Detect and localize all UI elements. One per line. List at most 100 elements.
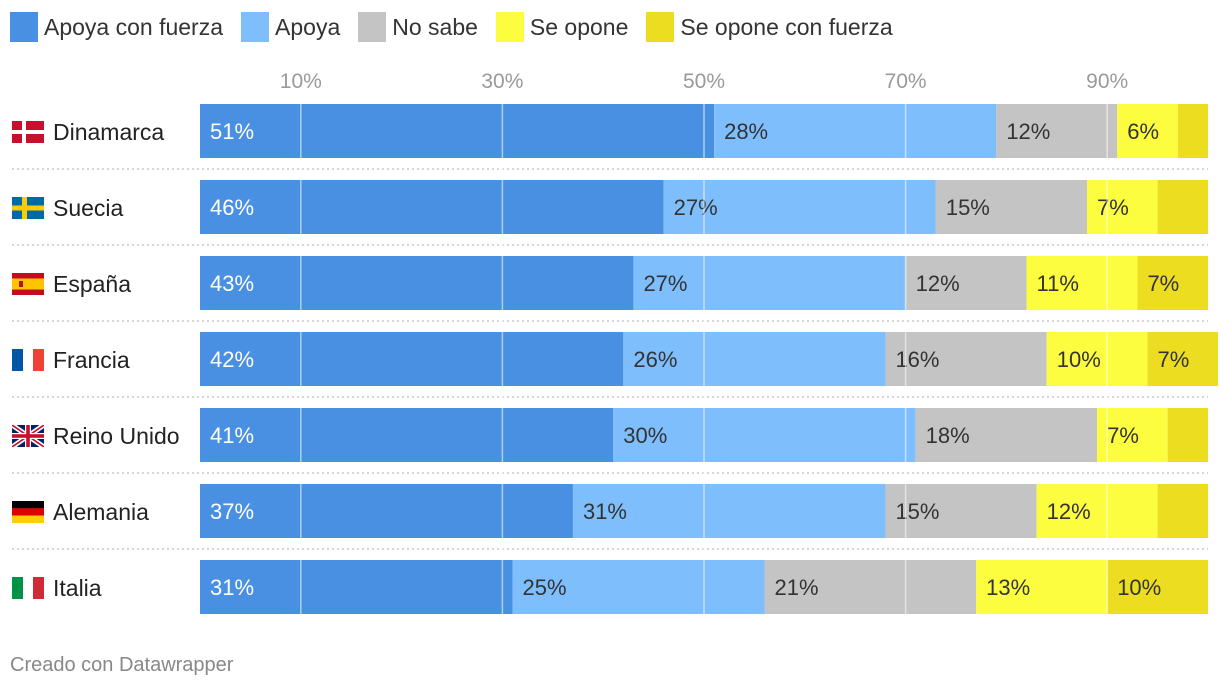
country-label: Reino Unido (53, 422, 180, 449)
bar-segment (1167, 408, 1208, 462)
sweden-flag-icon (12, 197, 44, 219)
bar-segment (885, 332, 1047, 386)
bar-segment (976, 560, 1108, 614)
bar-segment (915, 408, 1098, 462)
data-label: 27% (643, 271, 687, 296)
data-label: 7% (1158, 347, 1190, 372)
data-label: 11% (1037, 271, 1079, 296)
bar-segment (200, 560, 513, 614)
data-label: 41% (210, 423, 254, 448)
bar-segment (1177, 104, 1208, 158)
bar-segment (1026, 256, 1138, 310)
x-tick-label: 90% (1086, 70, 1128, 93)
legend-item-dont_know: No sabe (358, 12, 478, 42)
uk-flag-icon (12, 425, 44, 447)
legend-swatch (241, 12, 270, 42)
country-row: Suecia (12, 193, 123, 223)
data-label: 15% (946, 195, 990, 220)
bar-segment (200, 332, 624, 386)
country-row: Francia (12, 345, 130, 375)
x-tick-label: 50% (683, 70, 725, 93)
legend-label: Apoya (275, 13, 341, 40)
country-row: Dinamarca (12, 117, 164, 147)
data-label: 13% (986, 575, 1030, 600)
legend-item-strong_support: Apoya con fuerza (10, 12, 223, 42)
country-label: Alemania (53, 498, 149, 525)
data-label: 12% (1047, 499, 1091, 524)
legend-label: Apoya con fuerza (44, 13, 224, 40)
bar-segment (200, 484, 573, 538)
denmark-flag-icon (12, 121, 44, 143)
data-label: 31% (583, 499, 627, 524)
legend-item-support: Apoya (241, 12, 340, 42)
data-label: 37% (210, 499, 254, 524)
legend-swatch (495, 12, 524, 42)
bar-segment (714, 104, 997, 158)
x-tick-label: 10% (280, 70, 322, 93)
italy-flag-icon (12, 577, 44, 599)
bar-segment (996, 104, 1118, 158)
data-label: 7% (1107, 423, 1139, 448)
data-label: 46% (210, 195, 254, 220)
data-label: 10% (1117, 575, 1161, 600)
country-label: Italia (53, 574, 102, 601)
data-label: 6% (1127, 119, 1159, 144)
bar-segment (200, 256, 634, 310)
data-label: 15% (895, 499, 939, 524)
country-label: Francia (53, 346, 130, 373)
legend-item-oppose: Se opone (495, 12, 629, 42)
bar-segment (200, 104, 715, 158)
bar-segment (1117, 104, 1178, 158)
country-label: España (53, 270, 132, 297)
credit-footer: Creado con Datawrapper (10, 654, 234, 676)
bar-segment (633, 256, 906, 310)
data-label: 25% (522, 575, 566, 600)
data-label: 42% (210, 347, 254, 372)
data-label: 30% (623, 423, 667, 448)
france-flag-icon (12, 349, 44, 371)
bar-segment (1147, 332, 1219, 386)
country-row: Alemania (12, 497, 149, 527)
bar-segment (1157, 484, 1208, 538)
bar-segment (1036, 484, 1158, 538)
legend-label: No sabe (392, 13, 478, 40)
legend-item-strong_oppose: Se opone con fuerza (646, 12, 893, 42)
bar-segment (905, 256, 1027, 310)
legend-swatch (646, 12, 675, 42)
data-label: 7% (1097, 195, 1129, 220)
legend-swatch (10, 12, 38, 42)
data-label: 28% (724, 119, 768, 144)
x-tick-label: 70% (885, 70, 927, 93)
bar-segment (613, 408, 916, 462)
bar-segment (1097, 408, 1168, 462)
legend-label: Se opone (529, 13, 629, 40)
legend-label: Se opone con fuerza (680, 13, 893, 40)
bar-segment (1137, 256, 1208, 310)
data-label: 18% (926, 423, 970, 448)
bar-segment (1107, 560, 1208, 614)
country-row: Italia (12, 573, 102, 603)
country-label: Suecia (53, 194, 124, 221)
data-label: 12% (1006, 119, 1050, 144)
data-label: 16% (895, 347, 939, 372)
bar-segment (764, 560, 977, 614)
bar-segment (1157, 180, 1208, 234)
country-row: España (12, 269, 131, 299)
data-label: 27% (674, 195, 718, 220)
data-label: 10% (1057, 347, 1101, 372)
germany-flag-icon (12, 501, 44, 523)
bar-segment (663, 180, 936, 234)
bar-segment (935, 180, 1088, 234)
bar-segment (200, 408, 614, 462)
chart-legend: Apoya con fuerza Apoya No sabe Se opone Se o… (10, 10, 911, 44)
bar-segment (200, 180, 664, 234)
data-label: 31% (210, 575, 254, 600)
data-label: 12% (916, 271, 960, 296)
bar-segment (1087, 180, 1158, 234)
country-label: Dinamarca (53, 118, 165, 145)
bar-segment (623, 332, 886, 386)
x-tick-label: 30% (481, 70, 523, 93)
data-label: 21% (774, 575, 818, 600)
bar-segment (885, 484, 1037, 538)
